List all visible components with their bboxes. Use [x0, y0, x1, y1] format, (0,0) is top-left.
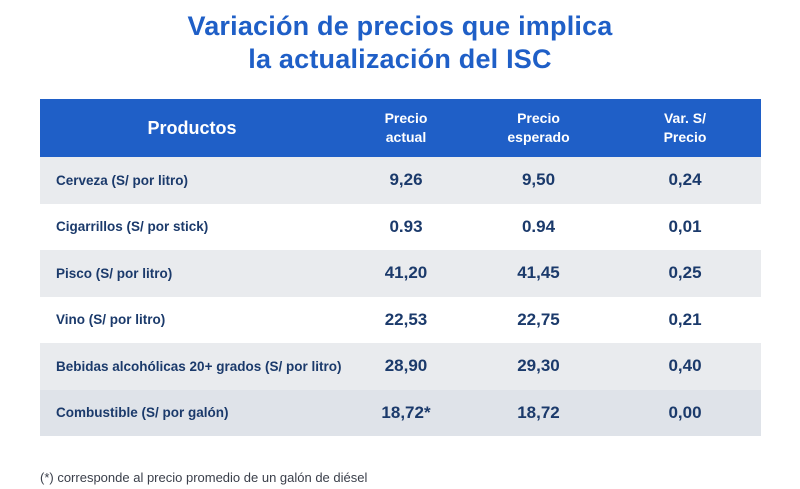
title-line-2: la actualización del ISC: [248, 44, 552, 74]
cell-variacion: 0,01: [668, 216, 702, 236]
cell-variacion: 0,25: [668, 263, 702, 283]
header-precio-actual-line2: actual: [385, 129, 427, 145]
cell-precio-esperado: 18,72: [517, 402, 560, 422]
header-productos: Productos: [147, 117, 237, 138]
table-row: Cerveza (S/ por litro) 9,26 9,50 0,24: [40, 157, 761, 204]
cell-precio-esperado: 29,30: [517, 356, 560, 376]
cell-precio-esperado: 9,50: [521, 170, 556, 190]
table-row: Vino (S/ por litro) 22,53 22,75 0,21: [40, 296, 761, 343]
header-precio-actual-line1: Precio: [384, 110, 428, 126]
price-table: Productos Precio actual Precio esperado …: [40, 99, 761, 436]
header-variacion: Var. S/ Precio: [609, 99, 761, 157]
page-title: Variación de precios que implica la actu…: [0, 10, 800, 76]
header-precio-esperado: Precio esperado: [468, 99, 609, 157]
header-precio-actual: Precio actual: [344, 99, 468, 157]
cell-producto: Bebidas alcohólicas 20+ grados (S/ por l…: [56, 358, 342, 374]
cell-precio-esperado: 0.94: [521, 216, 556, 236]
cell-precio-actual: 22,53: [384, 309, 428, 329]
table-row: Cigarrillos (S/ por stick) 0.93 0.94 0,0…: [40, 203, 761, 250]
cell-precio-esperado: 41,45: [517, 263, 560, 283]
header-variacion-line2: Precio: [663, 129, 707, 145]
cell-precio-actual: 18,72*: [381, 402, 431, 422]
cell-producto: Pisco (S/ por litro): [56, 265, 173, 281]
cell-precio-actual: 28,90: [384, 356, 428, 376]
cell-precio-actual: 9,26: [389, 170, 423, 190]
header-precio-esperado-line1: Precio: [517, 110, 560, 126]
header-variacion-line1: Var. S/: [663, 110, 707, 126]
cell-producto: Cerveza (S/ por litro): [56, 172, 189, 188]
cell-precio-actual: 0.93: [389, 216, 423, 236]
cell-producto: Cigarrillos (S/ por stick): [56, 219, 209, 235]
title-line-1: Variación de precios que implica: [187, 11, 613, 41]
cell-variacion: 0,24: [668, 170, 702, 190]
header-precio-esperado-line2: esperado: [507, 129, 570, 145]
table-row: Pisco (S/ por litro) 41,20 41,45 0,25: [40, 250, 761, 297]
cell-precio-actual: 41,20: [384, 263, 428, 283]
cell-producto: Vino (S/ por litro): [56, 312, 166, 328]
table-row: Bebidas alcohólicas 20+ grados (S/ por l…: [40, 343, 761, 390]
cell-producto: Combustible (S/ por galón): [56, 405, 229, 421]
cell-variacion: 0,21: [668, 309, 702, 329]
cell-variacion: 0,00: [668, 402, 702, 422]
cell-variacion: 0,40: [668, 356, 702, 376]
table-header: Productos Precio actual Precio esperado …: [40, 99, 761, 157]
table-row: Combustible (S/ por galón) 18,72* 18,72 …: [40, 389, 761, 436]
cell-precio-esperado: 22,75: [517, 309, 560, 329]
footnote: (*) corresponde al precio promedio de un…: [40, 470, 368, 485]
